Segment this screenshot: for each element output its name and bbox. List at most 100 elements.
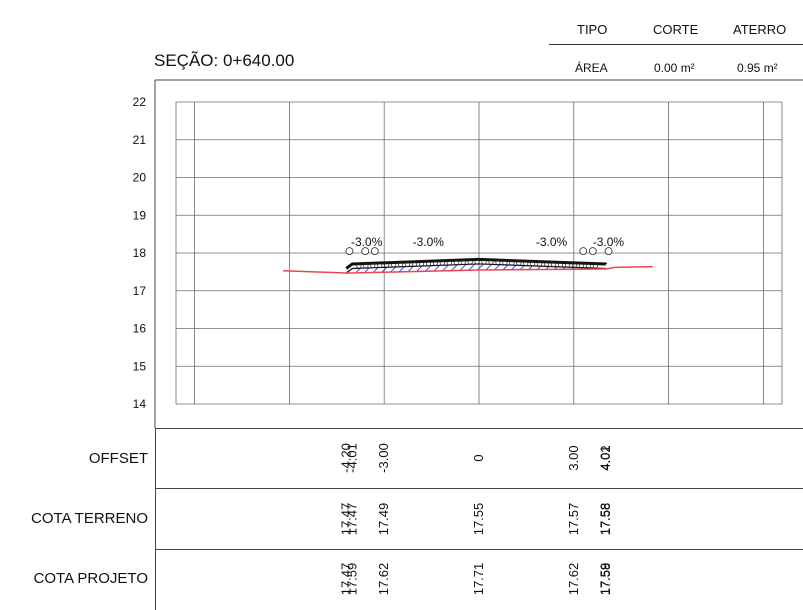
table-left-line [155,428,156,610]
pavement-marker [509,260,515,266]
header-tipo: TIPO [577,22,608,37]
terrain-line [283,265,653,274]
row-label-cota-projeto: COTA PROJETO [33,570,148,587]
table-cell: 4.02 [598,445,613,470]
pavement-marker [592,263,598,269]
table-row-divider [155,488,803,489]
slope-labels: -3.0% -3.0% -3.0% -3.0% [351,235,624,249]
slope-label: -3.0% [351,235,383,249]
pavement-marker [571,262,577,268]
pavement-marker [585,263,591,269]
pavement-marker [530,261,536,267]
pavement-marker [377,262,383,268]
y-tick-label: 20 [133,171,147,185]
aterro-area-value: 0.95 m² [737,61,778,75]
table-cell: 0 [471,454,486,461]
table-cell: 3.00 [566,445,581,470]
pavement-marker [363,263,369,269]
edge-marker [604,247,613,256]
pavement-marker [446,260,452,266]
pavement-marker [460,259,466,265]
edge-marker [370,247,379,256]
table-cell: -4.01 [344,443,359,473]
slope-label: -3.0% [593,235,625,249]
row-label-offset: OFFSET [88,450,148,467]
table-cell: 17.57 [566,503,581,536]
table-cell: 17.55 [471,503,486,536]
edge-marker [579,247,588,256]
table-cell: -3.00 [376,443,391,473]
pavement-marker [391,262,397,268]
table-cell: 17.59 [344,563,359,596]
pavement-marker [411,261,418,267]
pavement-marker [439,260,445,266]
y-tick-label: 19 [133,208,147,222]
pavement-marker [425,260,431,267]
table-top-line [155,428,803,429]
pavement-top [345,257,608,270]
edge-marker [345,247,354,256]
slope-label: -3.0% [413,235,445,249]
table-cell: 4.01 [598,445,613,470]
table-cell: 17.58 [598,503,613,536]
table-cell: 17.62 [566,563,581,596]
pavement-marker [551,261,557,267]
table-cell: 17.62 [376,563,391,596]
table-cell: 17.58 [598,503,613,536]
corte-area-value: 0.00 m² [654,61,695,75]
header-corte: CORTE [653,22,699,37]
slope-label: -3.0% [536,235,568,249]
pavement-marker [488,259,494,265]
pavement-marker [516,260,522,266]
y-tick-label: 18 [133,246,147,260]
y-tick-label: 17 [133,284,147,298]
y-tick-label: 15 [133,359,147,373]
pavement-marker [557,262,564,268]
table-cell: 17.59 [598,563,613,596]
table-cell: 17.71 [471,563,486,596]
pavement-marker [467,259,473,265]
table-cell: 17.58 [598,563,613,596]
table-cell: 17.47 [338,503,353,536]
pavement-marker [474,259,480,265]
y-tick-label: 16 [133,322,147,336]
pavement-marker [523,260,529,266]
edge-marker [588,247,597,256]
table-cell: -4.20 [338,443,353,473]
grid [175,101,783,405]
y-tick-labels: 22 21 20 19 18 17 16 15 14 [133,95,147,411]
cross-section-chart: 22 21 20 19 18 17 16 15 14 -3.0% -3.0% -3.0% -3.0% [133,79,803,428]
pavement-marker [481,259,487,265]
pavement-marker [537,261,543,267]
pavement-marker [398,261,404,268]
series-layer [283,247,653,274]
pavement-marker [356,263,362,269]
pavement-marker [370,262,376,269]
area-label: ÁREA [575,61,608,75]
pavement-marker [544,261,550,267]
y-tick-label: 21 [133,133,147,147]
table-cell: 17.47 [338,563,353,596]
y-tick-label: 14 [133,397,147,411]
pavement-marker [502,260,508,266]
edge-marker [361,247,370,256]
data-table: OFFSET COTA TERRENO COTA PROJETO -4.20 -4… [0,428,803,610]
summary-table: TIPO CORTE ATERRO ÁREA 0.00 m² 0.95 m² [0,0,803,80]
pavement-marker [564,262,571,268]
section-title: SEÇÃO: 0+640.00 [154,51,295,70]
header-aterro: ATERRO [733,22,787,37]
table-row-divider [155,549,803,550]
row-label-cota-terreno: COTA TERRENO [31,510,148,527]
table-cell: 17.49 [376,503,391,536]
pavement-marker [384,262,390,268]
pavement-marker [405,261,411,267]
pavement-marker [578,262,584,268]
y-tick-label: 22 [133,95,147,109]
pavement-marker [418,261,425,267]
pavement-marker [432,260,438,266]
pavement-marker [495,259,501,265]
table-cell: 17.47 [344,503,359,536]
summary-divider [549,44,803,45]
pavement-marker [453,259,459,266]
